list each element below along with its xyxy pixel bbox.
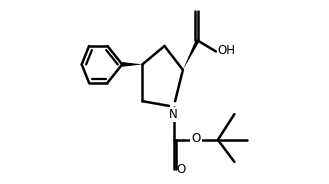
Text: O: O bbox=[176, 163, 186, 176]
Text: OH: OH bbox=[218, 44, 236, 57]
Polygon shape bbox=[122, 62, 142, 67]
Polygon shape bbox=[183, 40, 199, 70]
Text: O: O bbox=[191, 132, 200, 145]
Text: N: N bbox=[168, 108, 177, 121]
